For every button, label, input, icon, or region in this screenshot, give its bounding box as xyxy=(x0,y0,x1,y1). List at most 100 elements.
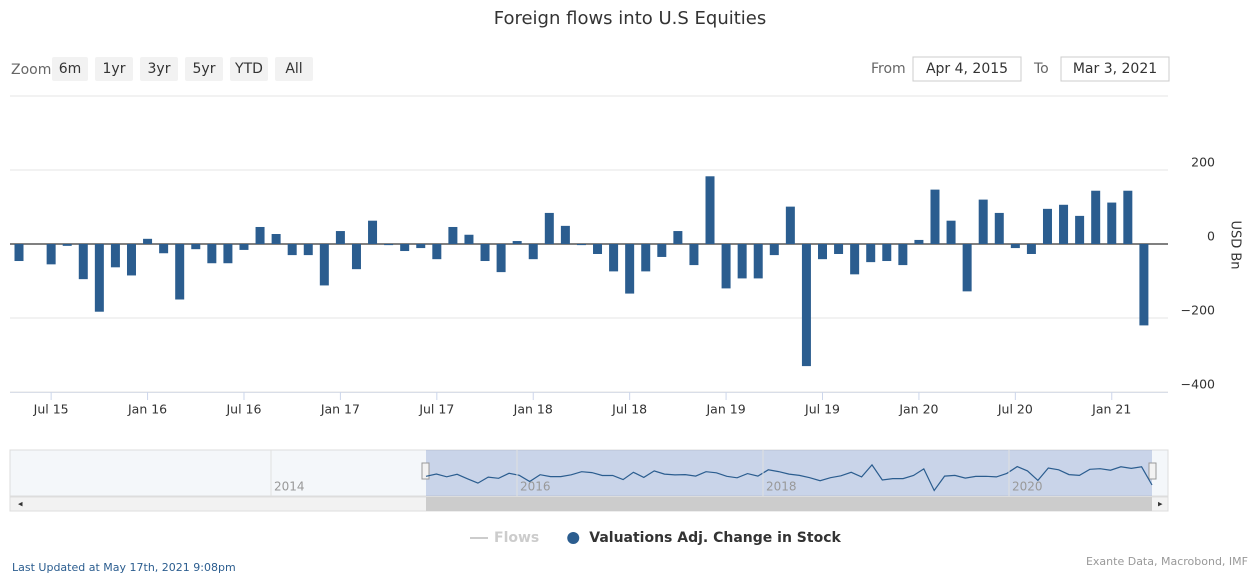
zoom-button[interactable] xyxy=(140,57,178,81)
bar xyxy=(1059,204,1069,244)
bar xyxy=(351,244,361,270)
bar xyxy=(1075,215,1085,244)
bar xyxy=(818,244,827,260)
bar xyxy=(914,239,924,244)
bar xyxy=(753,244,763,279)
bar xyxy=(126,244,136,276)
zoom-button[interactable] xyxy=(185,57,223,81)
bar xyxy=(207,244,217,264)
zoom-button-label[interactable]: 3yr xyxy=(148,61,171,77)
bar xyxy=(1123,190,1133,244)
chart-title: Foreign flows into U.S Equities xyxy=(494,8,767,29)
from-input[interactable] xyxy=(912,56,1022,82)
navigator-label: 2014 xyxy=(274,480,305,494)
scroll-right[interactable]: ▸ xyxy=(1158,500,1163,510)
footer: Last Updated at May 17th, 2021 9:08pm xyxy=(12,561,236,573)
bar xyxy=(496,244,506,273)
zoom-button-label[interactable]: All xyxy=(285,61,302,77)
from-label: From xyxy=(871,61,906,77)
bar xyxy=(512,241,522,244)
bar xyxy=(384,244,394,246)
bar xyxy=(994,212,1004,244)
bar xyxy=(271,234,281,244)
bar xyxy=(834,244,844,254)
nav-handle-right[interactable] xyxy=(1148,462,1157,480)
zoom-button-label[interactable]: 5yr xyxy=(193,61,216,77)
bar xyxy=(62,244,72,246)
bar xyxy=(673,231,683,244)
bar xyxy=(978,199,988,244)
scroll-left[interactable]: ◂ xyxy=(18,500,23,510)
bar xyxy=(14,244,24,262)
zoom-button-label[interactable]: YTD xyxy=(234,61,263,77)
to-date[interactable]: Mar 3, 2021 xyxy=(1073,61,1157,77)
bar xyxy=(223,244,233,264)
bar xyxy=(898,244,908,266)
y-tick-label: 200 xyxy=(1191,155,1215,170)
x-tick-label: Jul 15 xyxy=(33,402,69,417)
bar xyxy=(464,234,474,244)
zoom-button[interactable] xyxy=(52,57,88,81)
from-date[interactable]: Apr 4, 2015 xyxy=(926,61,1008,77)
bar xyxy=(143,238,153,244)
bar xyxy=(1010,244,1020,249)
bar xyxy=(1091,190,1101,244)
y-axis-label: USD Bn xyxy=(1228,220,1243,269)
bar xyxy=(576,244,586,246)
x-tick-label: Jul 19 xyxy=(804,402,840,417)
legend-label[interactable]: Flows xyxy=(494,530,539,546)
zoom-button[interactable] xyxy=(275,57,313,81)
bar xyxy=(528,244,538,260)
zoom-label: Zoom xyxy=(11,62,51,78)
x-tick-label: Jul 17 xyxy=(418,402,454,417)
navigator-line xyxy=(425,463,1153,492)
navigator-label: 2018 xyxy=(766,480,797,494)
zoom-button-label[interactable]: 1yr xyxy=(103,61,126,77)
nav-handle-left[interactable] xyxy=(421,462,430,480)
bar xyxy=(801,244,811,367)
x-tick-label: Jan 18 xyxy=(513,402,553,417)
bar xyxy=(1042,208,1052,244)
bar xyxy=(159,244,169,254)
bar xyxy=(882,244,892,262)
legend-symbol[interactable] xyxy=(567,532,580,544)
bar xyxy=(287,244,297,256)
bar xyxy=(705,176,715,244)
bar xyxy=(785,206,795,244)
x-tick-label: Jul 20 xyxy=(997,402,1033,417)
bar xyxy=(480,244,490,262)
zoom-button[interactable] xyxy=(230,57,268,81)
to-label: To xyxy=(1033,61,1049,77)
bar xyxy=(962,244,972,292)
bar xyxy=(593,244,603,254)
y-tick-label: −200 xyxy=(1181,303,1215,318)
bar xyxy=(721,244,731,289)
bar xyxy=(609,244,619,272)
zoom-button-label[interactable]: 6m xyxy=(59,61,82,77)
bar xyxy=(400,244,410,252)
bar xyxy=(930,189,940,244)
bar xyxy=(866,244,876,263)
bar xyxy=(625,244,635,294)
bar xyxy=(689,244,699,266)
bar xyxy=(78,244,88,280)
legend-label[interactable]: Valuations Adj. Change in Stock xyxy=(589,530,841,546)
to-input[interactable] xyxy=(1060,56,1170,82)
bar xyxy=(1026,244,1036,254)
bar xyxy=(46,244,56,265)
navigator-selection[interactable] xyxy=(426,450,1152,496)
bar xyxy=(1139,244,1149,326)
bar xyxy=(641,244,651,272)
zoom-button[interactable] xyxy=(95,57,133,81)
scrollbar-thumb[interactable] xyxy=(426,497,1152,511)
navigator-label: 2020 xyxy=(1012,480,1043,494)
navigator[interactable] xyxy=(9,449,1169,497)
x-tick-label: Jan 20 xyxy=(898,402,938,417)
bar xyxy=(416,244,426,249)
navigator-label: 2016 xyxy=(520,480,551,494)
bar xyxy=(657,244,667,257)
bar xyxy=(110,244,120,268)
credits: Exante Data, Macrobond, IMF xyxy=(1086,555,1248,568)
bar xyxy=(94,244,104,312)
